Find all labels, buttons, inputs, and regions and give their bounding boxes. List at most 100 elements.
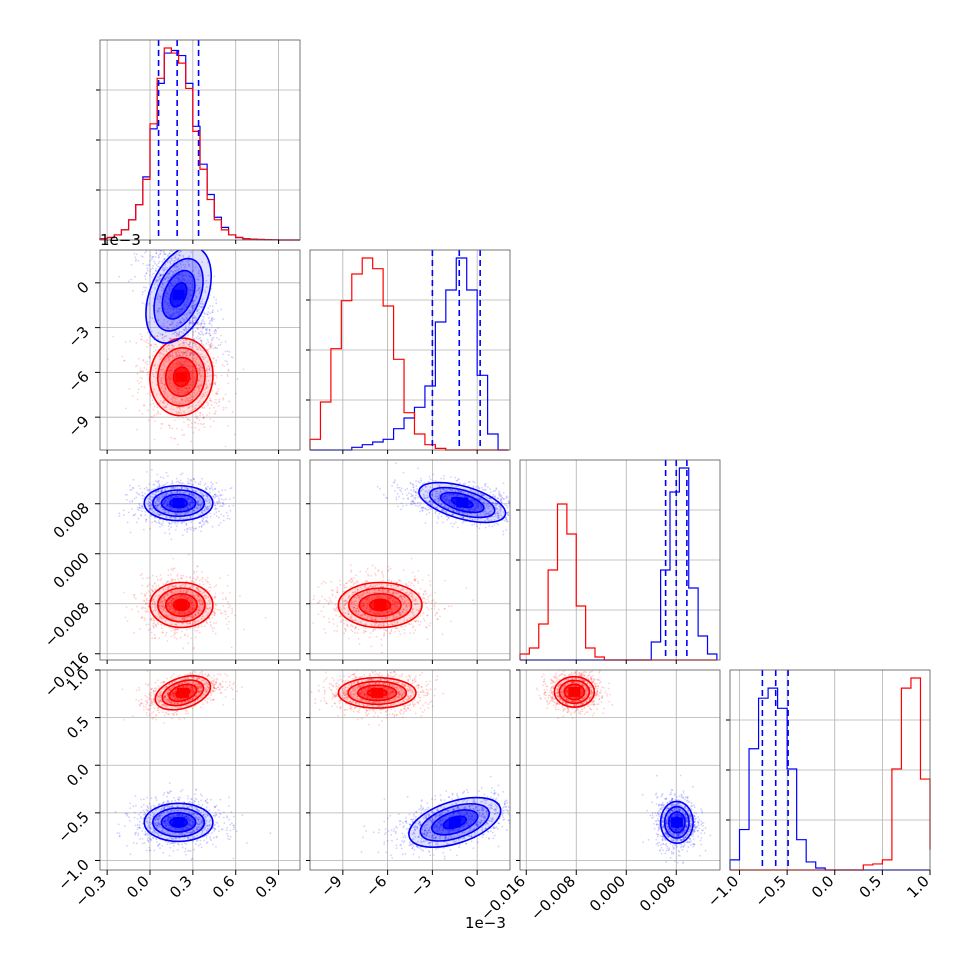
scatter-point: [195, 621, 197, 623]
scatter-point: [168, 290, 171, 293]
scatter-point: [183, 618, 186, 621]
scatter-point: [176, 311, 179, 314]
scatter-point: [182, 344, 185, 347]
scatter-point: [191, 616, 194, 619]
scatter-point: [167, 377, 170, 380]
scatter-point: [136, 605, 138, 608]
scatter-point: [164, 294, 167, 297]
scatter-point: [130, 263, 133, 266]
scatter-point: [199, 289, 202, 292]
scatter-point: [168, 608, 171, 611]
scatter-point: [162, 390, 165, 393]
scatter-point: [215, 481, 218, 484]
scatter-point: [192, 342, 195, 345]
scatter-point: [215, 337, 218, 339]
scatter-point: [171, 611, 174, 613]
scatter-point: [214, 383, 216, 386]
scatter-point: [166, 378, 169, 381]
scatter-point: [228, 591, 231, 594]
scatter-point: [163, 269, 166, 272]
scatter-point: [199, 325, 202, 327]
scatter-point: [195, 356, 198, 358]
scatter-point: [153, 601, 156, 604]
scatter-point: [152, 598, 154, 601]
scatter-point: [210, 324, 213, 327]
scatter-point: [155, 413, 158, 416]
scatter-point: [143, 593, 146, 596]
scatter-point: [140, 617, 143, 619]
scatter-point: [172, 270, 175, 273]
scatter-point: [126, 493, 128, 496]
scatter-point: [171, 368, 174, 370]
scatter-point: [214, 412, 217, 415]
scatter-point: [199, 385, 201, 387]
scatter-point: [243, 628, 246, 631]
scatter-point: [167, 297, 170, 299]
scatter-point: [200, 339, 203, 342]
scatter-point: [214, 487, 217, 490]
scatter-point: [168, 382, 171, 385]
scatter-point: [219, 505, 221, 508]
scatter-point: [224, 360, 227, 362]
scatter-point: [184, 329, 186, 332]
scatter-point: [181, 275, 184, 277]
scatter-point: [209, 418, 212, 420]
scatter-point: [388, 579, 390, 582]
scatter-point: [198, 363, 200, 366]
scatter-point: [160, 623, 163, 626]
scatter-point: [185, 598, 188, 600]
scatter-point: [163, 318, 166, 321]
scatter-point: [183, 353, 186, 356]
scatter-point: [199, 306, 202, 308]
scatter-point: [188, 275, 191, 278]
scatter-point: [142, 606, 145, 609]
scatter-point: [209, 399, 212, 402]
scatter-point: [147, 409, 150, 412]
scatter-point: [159, 274, 161, 277]
scatter-point: [180, 279, 182, 282]
scatter-point: [202, 602, 205, 605]
scatter-point: [185, 597, 188, 600]
scatter-point: [234, 614, 236, 617]
scatter-point: [170, 482, 173, 485]
scatter-point: [200, 617, 203, 620]
scatter-point: [200, 366, 203, 369]
scatter-point: [161, 333, 164, 335]
scatter-point: [191, 305, 193, 308]
scatter-point: [214, 346, 216, 349]
scatter-point: [172, 634, 175, 636]
scatter-point: [162, 339, 165, 342]
scatter-point: [138, 382, 141, 385]
scatter-point: [202, 356, 205, 358]
scatter-point: [209, 586, 212, 589]
scatter-point: [124, 616, 127, 619]
scatter-point: [208, 344, 211, 346]
scatter-point: [198, 308, 200, 311]
scatter-point: [176, 332, 178, 335]
scatter-point: [143, 286, 145, 289]
scatter-point: [175, 481, 178, 483]
scatter-point: [187, 596, 190, 599]
scatter-point: [159, 615, 162, 618]
scatter-point: [177, 349, 180, 351]
scatter-point: [178, 343, 181, 346]
scatter-point: [194, 629, 197, 632]
scatter-point: [129, 340, 131, 343]
scatter-point: [173, 419, 176, 422]
scatter-point: [170, 370, 172, 372]
scatter-point: [177, 363, 180, 366]
scatter-point: [175, 624, 178, 626]
scatter-point: [418, 623, 421, 626]
scatter-point: [148, 590, 150, 593]
scatter-point: [182, 342, 185, 345]
scatter-point: [211, 483, 214, 485]
scatter-point: [227, 627, 230, 630]
scatter-point: [159, 250, 162, 252]
scatter-point: [197, 594, 199, 597]
scatter-point: [193, 357, 196, 360]
scatter-point: [182, 618, 185, 620]
scatter-point: [172, 598, 174, 601]
scatter-point: [197, 278, 200, 281]
scatter-point: [160, 427, 163, 430]
scatter-point: [166, 581, 168, 584]
